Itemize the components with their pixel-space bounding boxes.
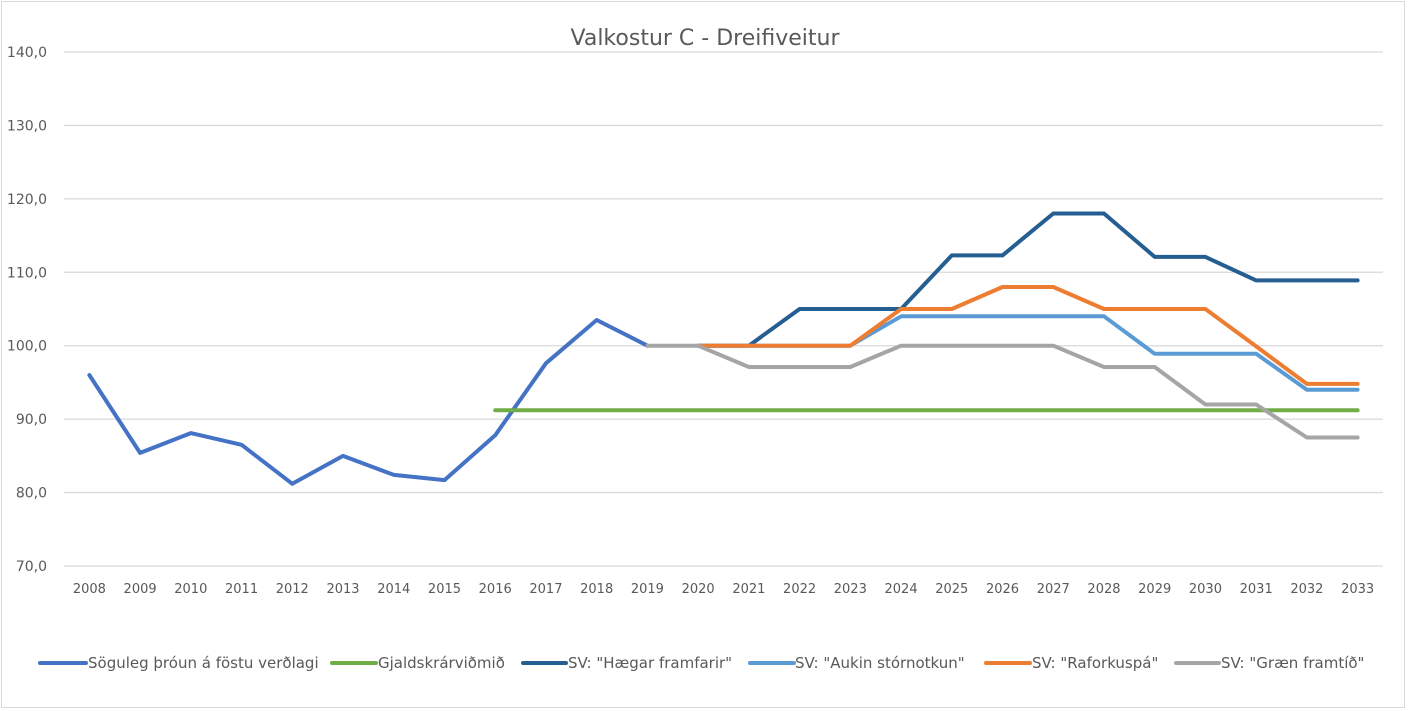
series-lines: [87, 211, 1360, 486]
legend-item[interactable]: SV: "Raforkuspá": [984, 654, 1158, 672]
y-tick-label: 140,0: [7, 45, 47, 61]
x-tick-label: 2017: [529, 582, 562, 597]
x-tick-label: 2022: [783, 582, 816, 597]
legend-item[interactable]: Söguleg þróun á föstu verðlagi: [38, 654, 319, 672]
x-tick-label: 2015: [428, 582, 461, 597]
x-tick-label: 2028: [1087, 582, 1120, 597]
y-tick-label: 110,0: [7, 265, 47, 281]
legend-item[interactable]: SV: "Hægar framfarir": [521, 654, 732, 672]
x-tick-label: 2014: [377, 582, 410, 597]
y-tick-label: 130,0: [7, 118, 47, 134]
x-tick-label: 2011: [225, 582, 258, 597]
y-tick-label: 80,0: [16, 486, 47, 502]
x-tick-label: 2009: [124, 582, 157, 597]
series-0: [87, 318, 650, 486]
x-tick-label: 2026: [986, 582, 1019, 597]
legend-label: Söguleg þróun á föstu verðlagi: [88, 654, 319, 672]
x-tick-label: 2013: [326, 582, 359, 597]
gridlines: [64, 51, 1383, 567]
x-tick-label: 2010: [174, 582, 207, 597]
x-tick-label: 2016: [479, 582, 512, 597]
x-tick-label: 2023: [834, 582, 867, 597]
x-tick-label: 2029: [1138, 582, 1171, 597]
series-line[interactable]: [645, 343, 1360, 440]
legend-item[interactable]: SV: "Græn framtíð": [1174, 654, 1364, 672]
legend-label: SV: "Raforkuspá": [1032, 654, 1158, 672]
legend: Söguleg þróun á föstu verðlagi Gjaldskrá…: [38, 654, 1364, 672]
series-line[interactable]: [696, 211, 1360, 348]
legend-label: SV: "Aukin stórnotkun": [795, 654, 965, 672]
x-tick-label: 2032: [1290, 582, 1323, 597]
series-line[interactable]: [696, 285, 1360, 386]
x-tick-label: 2020: [682, 582, 715, 597]
y-tick-label: 120,0: [7, 192, 47, 208]
legend-item[interactable]: SV: "Aukin stórnotkun": [748, 654, 965, 672]
chart-title: Valkostur C - Dreifiveitur: [571, 26, 841, 51]
x-tick-label: 2012: [276, 582, 309, 597]
series-4: [696, 285, 1360, 386]
legend-item[interactable]: Gjaldskrárviðmið: [330, 654, 505, 672]
x-tick-label: 2027: [1037, 582, 1070, 597]
x-tick-label: 2024: [885, 582, 918, 597]
legend-label: SV: "Græn framtíð": [1221, 654, 1364, 672]
y-tick-label: 70,0: [16, 559, 47, 575]
series-line[interactable]: [87, 318, 650, 486]
x-axis-ticks: 2008 2009 2010 2011 2012 2013 2014 2015 2016 2017…: [73, 582, 1374, 597]
x-tick-label: 2025: [935, 582, 968, 597]
x-tick-label: 2019: [631, 582, 664, 597]
series-line[interactable]: [696, 314, 1360, 392]
series-5: [645, 343, 1360, 440]
x-tick-label: 2008: [73, 582, 106, 597]
x-tick-label: 2031: [1240, 582, 1273, 597]
x-tick-label: 2021: [732, 582, 765, 597]
legend-label: SV: "Hægar framfarir": [568, 654, 732, 672]
series-3: [696, 314, 1360, 392]
legend-label: Gjaldskrárviðmið: [378, 654, 505, 672]
x-tick-label: 2030: [1189, 582, 1222, 597]
x-tick-label: 2033: [1341, 582, 1374, 597]
x-tick-label: 2018: [580, 582, 613, 597]
y-tick-label: 100,0: [7, 339, 47, 355]
y-axis-ticks: 70,0 80,0 90,0 100,0 110,0 120,0 130,0 140,0: [7, 45, 47, 575]
series-2: [696, 211, 1360, 348]
y-tick-label: 90,0: [16, 412, 47, 428]
